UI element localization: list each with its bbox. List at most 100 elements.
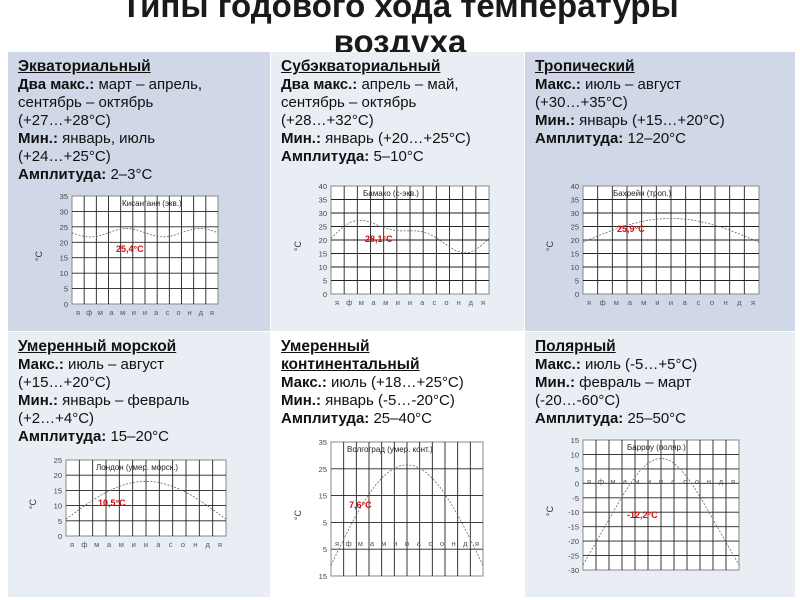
description-value: сентябрь – октябрь — [281, 94, 417, 111]
y-tick-label: 5 — [575, 277, 579, 286]
month-label: я — [70, 540, 74, 549]
y-tick-label: 25 — [54, 456, 62, 465]
description-value: 12–20°С — [623, 130, 687, 147]
description-value: (-20…-60°С) — [535, 392, 621, 409]
month-label: м — [610, 477, 615, 486]
climate-type-title: Субэкваториальный — [281, 58, 441, 75]
month-label: я — [751, 298, 755, 307]
month-label: м — [634, 477, 639, 486]
climate-chart: 15 10 5 0 -5 -10 -15 -20 -25 -30 °С Барроу (поляр.)… — [543, 436, 743, 594]
month-label: м — [358, 539, 363, 548]
y-tick-label: 15 — [319, 250, 327, 259]
y-tick-label: 5 — [64, 285, 68, 294]
month-label: д — [199, 308, 204, 317]
description-value: июль (+18…+25°С) — [326, 374, 464, 391]
month-label: ф — [81, 540, 87, 549]
y-tick-label: 10 — [571, 263, 579, 272]
y-tick-label: 15 — [571, 436, 579, 445]
description-value: апрель – май, — [357, 76, 459, 93]
month-label: н — [452, 539, 456, 548]
month-label: а — [371, 298, 376, 307]
month-label: и — [143, 308, 147, 317]
description-line: (+15…+20°С) — [18, 374, 270, 392]
climate-chart: 35 25 15 5 5 15 °С Волгоград (умер. конт.) 7,6°С… — [291, 438, 487, 597]
month-label: и — [669, 298, 673, 307]
y-tick-label: -10 — [568, 508, 579, 517]
description-line: сентябрь – октябрь — [281, 94, 524, 112]
month-label: м — [614, 298, 619, 307]
month-label: ф — [598, 477, 604, 486]
description-line: Мин.: январь (+15…+20°С) — [535, 112, 795, 130]
cell-temperate-maritime: Умеренный морской Макс.: июль – август (+1… — [8, 332, 271, 598]
cell-tropical: Тропический Макс.: июль – август (+30…+35°… — [525, 52, 796, 332]
month-label: м — [359, 298, 364, 307]
cell-polar: Полярный Макс.: июль (-5…+5°С) Мин.: февра… — [525, 332, 796, 598]
description-line: (+30…+35°С) — [535, 94, 795, 112]
cell-equatorial: Экваториальный Два макс.: март – апрель, с… — [8, 52, 271, 332]
month-label: а — [623, 477, 628, 486]
y-axis-title: °С — [545, 240, 555, 251]
description-line: Амплитуда: 15–20°С — [18, 428, 270, 446]
month-label: д — [469, 298, 474, 307]
month-label: ф — [600, 298, 606, 307]
description-key: Макс.: — [535, 356, 581, 373]
month-label: я — [475, 539, 479, 548]
description-line: Два макс.: март – апрель, — [18, 76, 270, 94]
mean-temperature-label: 25,9°С — [617, 224, 645, 234]
month-label: д — [205, 540, 210, 549]
description-value: январь (-5…-20°С) — [320, 392, 455, 409]
y-tick-label: 35 — [319, 196, 327, 205]
description-value: 25–40°С — [369, 410, 433, 427]
description-value: июль – август — [63, 356, 165, 373]
description-key: Два макс.: — [281, 76, 358, 93]
mean-temperature-label: 7,6°С — [349, 500, 372, 510]
climate-chart: 35 30 25 20 15 10 5 0 °С Кисангани (экв.) 25,4°С я ф… — [32, 192, 222, 328]
description-key: Амплитуда: — [281, 410, 370, 427]
y-tick-label: 15 — [54, 486, 62, 495]
y-tick-label: 35 — [571, 196, 579, 205]
month-label: я — [210, 308, 214, 317]
climate-chart: 25 20 15 10 5 0 °С Лондон (умер. морск.) 10,5°С я… — [26, 456, 230, 560]
y-tick-label: 30 — [60, 207, 68, 216]
description-value: январь (+15…+20°С) — [574, 112, 725, 129]
description-line: Мин.: январь (+20…+25°С) — [281, 130, 524, 148]
y-tick-label: 20 — [54, 471, 62, 480]
month-label: я — [335, 539, 339, 548]
month-label: ф — [86, 308, 92, 317]
month-label: о — [440, 539, 444, 548]
description-value: сентябрь – октябрь — [18, 94, 154, 111]
temperature-curve — [582, 457, 740, 566]
y-tick-label: 5 — [323, 518, 327, 527]
month-label: и — [132, 308, 136, 317]
y-axis-title: °С — [34, 250, 44, 261]
y-tick-label: 15 — [319, 492, 327, 501]
description-value: февраль – март — [574, 374, 692, 391]
month-label: я — [218, 540, 222, 549]
description-line: (+2…+4°С) — [18, 410, 270, 428]
city-label: Лондон (умер. морск.) — [96, 463, 178, 472]
y-tick-label: -15 — [568, 523, 579, 532]
y-tick-label: 15 — [571, 250, 579, 259]
month-label: и — [659, 477, 663, 486]
description-value: (+28…+32°С) — [281, 112, 374, 129]
y-tick-label: 10 — [571, 450, 579, 459]
month-label: а — [671, 477, 676, 486]
y-tick-label: 0 — [323, 290, 327, 299]
climate-chart: 40 35 30 25 20 15 10 5 0 °С Бахрейн (троп.) 25,9°С я… — [543, 182, 763, 318]
climate-type-title: Умеренный — [281, 338, 370, 355]
description-key: Амплитуда: — [281, 148, 370, 165]
description-line: (+28…+32°С) — [281, 112, 524, 130]
month-label: м — [98, 308, 103, 317]
y-axis-title: °С — [28, 498, 38, 509]
cell-temperate-continental: Умеренный континентальный Макс.: июль (+18… — [271, 332, 525, 598]
y-tick-label: 5 — [323, 277, 327, 286]
description-line: (+24…+25°С) — [18, 148, 270, 166]
y-tick-label: 0 — [575, 290, 579, 299]
page-title: Типы годового хода температуры воздуха — [0, 0, 800, 62]
month-label: м — [383, 298, 388, 307]
description-value: январь (+20…+25°С) — [320, 130, 471, 147]
description-value: январь, июль — [57, 130, 156, 147]
y-tick-label: -25 — [568, 552, 579, 561]
description-line: Мин.: февраль – март — [535, 374, 795, 392]
